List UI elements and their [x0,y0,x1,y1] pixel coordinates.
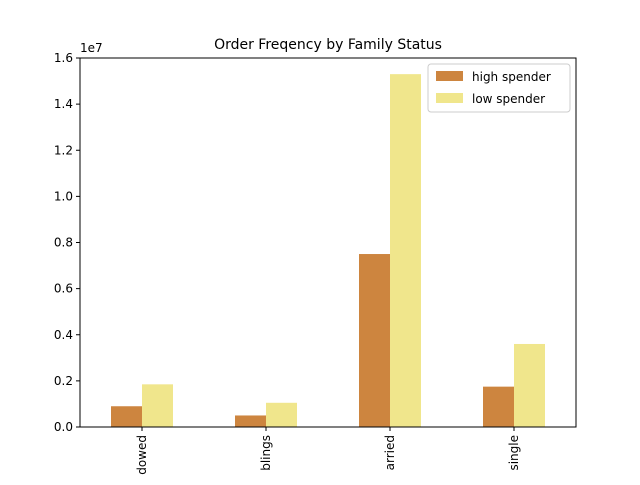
x-tick-label: blings [259,435,273,471]
bar-low-spender [266,402,297,427]
y-tick-label: 0.2 [54,374,73,388]
y-tick-label: 1.0 [54,189,73,203]
x-tick-label: arried [383,435,397,470]
y-tick-label: 0.0 [54,420,73,434]
bar-high-spender [235,415,266,427]
legend-label: low spender [472,92,545,106]
y-tick-label: 0.8 [54,236,73,250]
legend-swatch [436,71,463,81]
x-tick-label: dowed [135,435,149,475]
x-tick-label: single [507,435,521,471]
legend-swatch [436,93,463,103]
chart-title: Order Freqency by Family Status [214,37,442,53]
x-axis: dowed blings arried single [135,427,521,475]
y-tick-label: 0.6 [54,282,73,296]
bar-high-spender [483,386,514,427]
y-tick-label: 1.2 [54,143,73,157]
y-axis: 0.0 0.2 0.4 0.6 0.8 1.0 1.2 1.4 1.6 [54,51,80,434]
bar-high-spender [111,406,142,427]
bar-high-spender [359,254,390,427]
y-offset-label: 1e7 [80,41,103,55]
y-tick-label: 0.4 [54,328,73,342]
bars-layer [111,74,545,428]
y-tick-label: 1.4 [54,97,73,111]
y-tick-label: 1.6 [54,51,73,65]
plot-frame [79,57,577,428]
bar-low-spender [514,343,545,427]
bar-low-spender [142,384,173,427]
legend-label: high spender [472,70,551,84]
legend: high spender low spender [427,63,571,113]
bar-low-spender [390,74,421,428]
legend-box [427,63,571,113]
